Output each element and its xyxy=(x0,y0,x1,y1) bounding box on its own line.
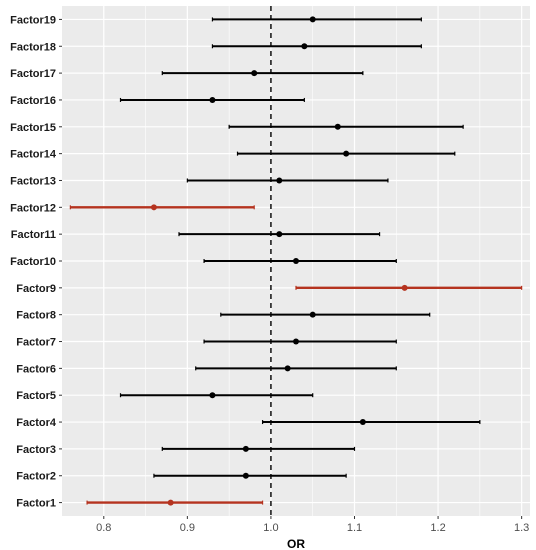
factor-mark-factor3 xyxy=(161,445,356,452)
y-tick-labels: Factor19 Factor18 Factor17 Factor16 Factor15… xyxy=(10,14,62,510)
x-tick-labels: 0.8 0.9 1.0 1.1 1.2 1.3 xyxy=(96,516,529,534)
y-tick-label: Factor7 xyxy=(16,337,56,349)
x-tick-label: 0.8 xyxy=(96,522,111,534)
factor-mark-factor1 xyxy=(86,499,264,506)
factor-mark-factor10 xyxy=(203,258,397,264)
or-point xyxy=(150,204,157,211)
y-tick-label: Factor18 xyxy=(10,41,56,53)
or-point xyxy=(334,123,341,130)
x-tick-label: 1.0 xyxy=(263,522,278,534)
y-tick-label: Factor11 xyxy=(11,229,56,241)
or-point xyxy=(309,311,316,318)
y-tick-label: Factor19 xyxy=(10,14,56,26)
x-tick-label: 1.3 xyxy=(514,522,529,534)
or-point xyxy=(242,472,249,479)
or-point xyxy=(276,231,283,238)
or-point xyxy=(293,258,299,264)
y-tick-label: Factor2 xyxy=(16,471,56,483)
factor-mark-factor12 xyxy=(69,204,255,211)
or-point xyxy=(209,392,216,399)
error-bars xyxy=(69,16,523,506)
y-tick-label: Factor16 xyxy=(10,95,56,107)
factor-mark-factor4 xyxy=(261,419,481,426)
y-tick-label: Factor9 xyxy=(16,283,56,295)
y-tick-label: Factor6 xyxy=(16,363,56,375)
factor-mark-factor5 xyxy=(119,392,314,399)
y-tick-label: Factor1 xyxy=(16,498,56,510)
x-axis-title: OR xyxy=(287,537,305,550)
factor-mark-factor13 xyxy=(186,177,389,184)
y-tick-label: Factor13 xyxy=(10,175,56,187)
factor-mark-factor11 xyxy=(178,231,381,238)
y-tick-label: Factor8 xyxy=(16,310,56,322)
factor-mark-factor17 xyxy=(161,70,364,77)
or-point xyxy=(343,150,350,157)
factor-mark-factor2 xyxy=(153,472,347,479)
or-point xyxy=(167,499,174,506)
y-tick-label: Factor17 xyxy=(10,68,56,80)
or-point xyxy=(301,43,308,50)
or-point xyxy=(359,419,366,426)
factor-mark-factor9 xyxy=(295,284,523,291)
factor-mark-factor8 xyxy=(220,311,431,318)
y-tick-label: Factor3 xyxy=(16,444,56,456)
factor-mark-factor18 xyxy=(211,43,422,50)
x-tick-label: 1.2 xyxy=(430,522,445,534)
factor-mark-factor6 xyxy=(195,365,397,372)
factor-mark-factor14 xyxy=(236,150,456,157)
or-point xyxy=(309,16,316,23)
factor-mark-factor19 xyxy=(211,16,422,23)
y-tick-label: Factor12 xyxy=(10,202,56,214)
or-point xyxy=(293,338,299,345)
x-tick-label: 0.9 xyxy=(180,522,195,534)
y-tick-label: Factor4 xyxy=(16,417,57,429)
or-point xyxy=(242,445,249,452)
or-point xyxy=(284,365,291,372)
y-tick-label: Factor10 xyxy=(10,256,56,268)
y-tick-label: Factor15 xyxy=(10,122,56,134)
or-point xyxy=(209,96,216,103)
y-tick-label: Factor5 xyxy=(16,390,56,402)
factor-mark-factor7 xyxy=(203,338,397,345)
or-point xyxy=(276,177,283,184)
x-tick-label: 1.1 xyxy=(347,522,362,534)
or-point xyxy=(251,70,258,77)
factor-mark-factor15 xyxy=(228,123,464,130)
or-point xyxy=(401,284,408,291)
factor-mark-factor16 xyxy=(119,96,305,103)
y-tick-label: Factor14 xyxy=(10,149,57,161)
